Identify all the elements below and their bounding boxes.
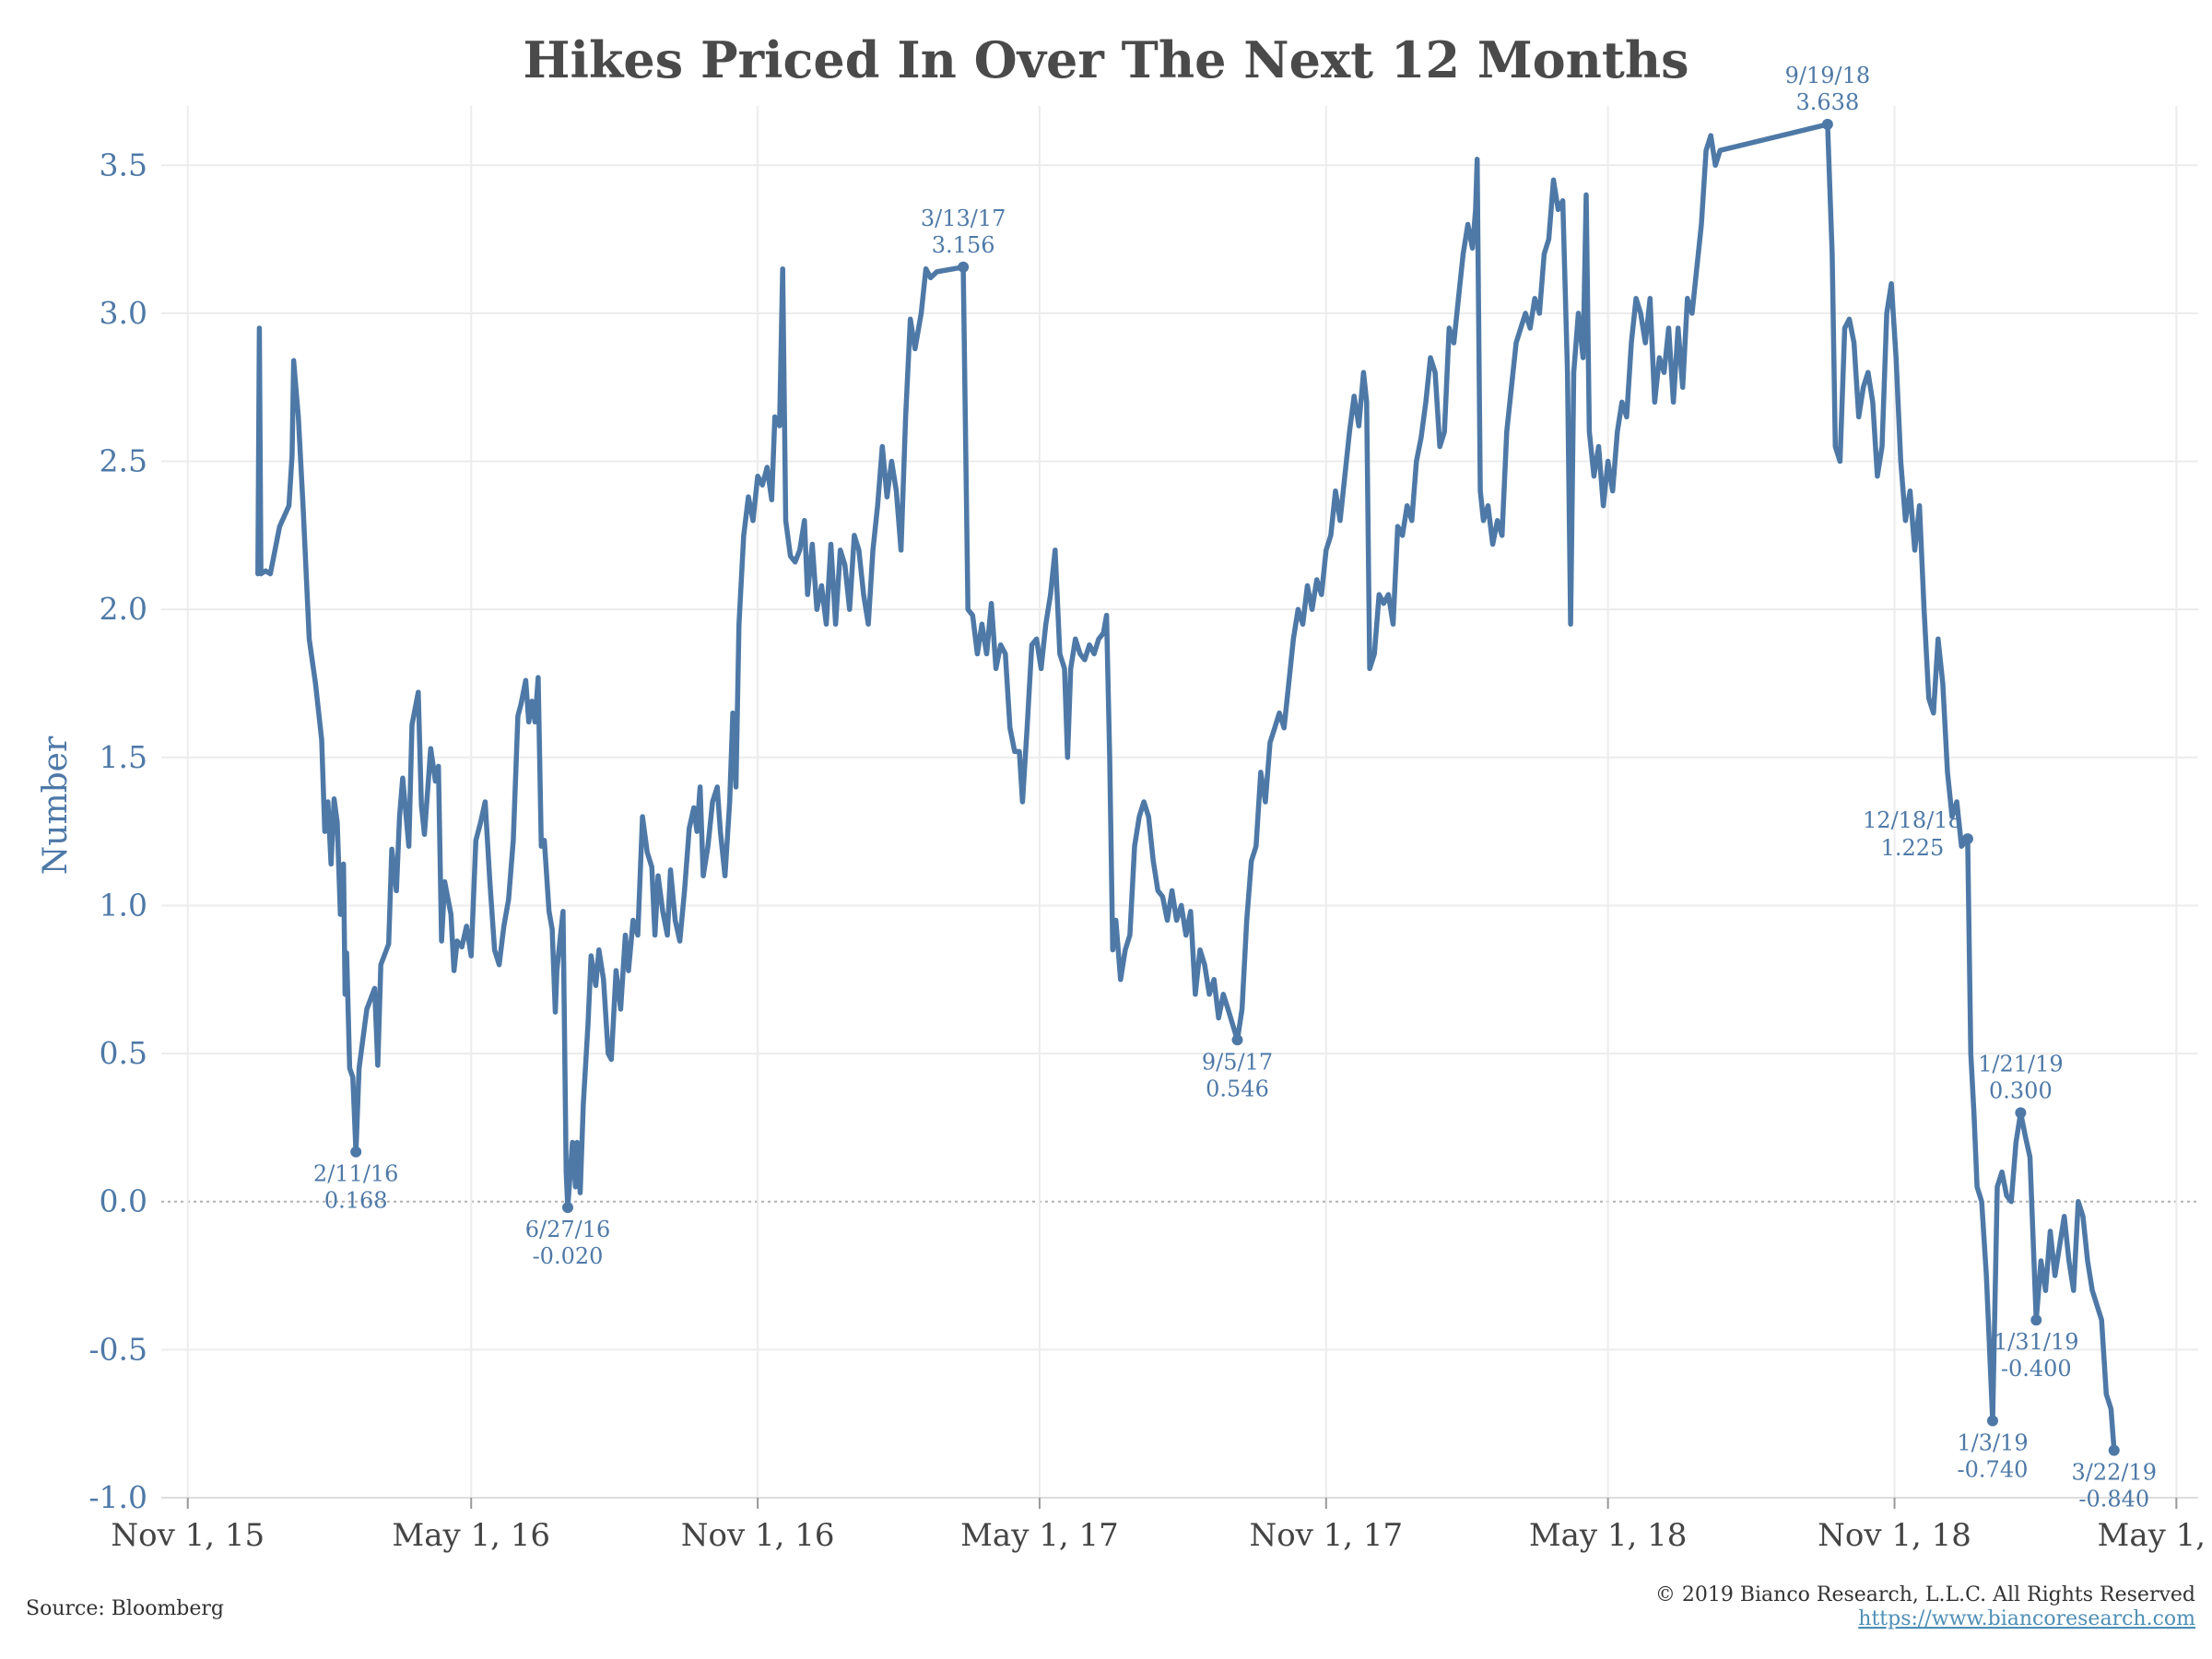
annotation-date: 9/5/17 [1202,1049,1273,1075]
annotation-marker [1821,118,1833,130]
y-tick-label: 2.0 [100,591,147,627]
annotations: 2/11/160.168 6/27/16-0.020 3/13/173.156 9/5… [313,63,2157,1512]
x-tick-label: Nov 1, 16 [681,1517,835,1554]
annotation-marker [350,1146,362,1158]
annotation-value: -0.840 [2078,1487,2149,1512]
annotation-marker [2015,1107,2027,1119]
annotation: 1/31/19-0.400 [1994,1314,2079,1382]
y-tick-label: 0.5 [100,1035,147,1071]
x-tick-label: Nov 1, 18 [1818,1517,1971,1554]
x-tick-label: Nov 1, 15 [111,1517,265,1554]
annotation-date: 1/21/19 [1978,1051,2064,1077]
annotation: 3/22/19-0.840 [2071,1444,2157,1512]
annotation-value: 3.156 [932,232,995,258]
annotation-marker [561,1202,573,1214]
annotation-value: 0.300 [1989,1077,2053,1103]
y-tick-label: -1.0 [88,1479,147,1515]
x-tick-label: Nov 1, 17 [1249,1517,1403,1554]
annotation-marker [2108,1444,2120,1456]
annotation-value: 0.546 [1206,1076,1269,1101]
copyright-note: © 2019 Bianco Research, L.L.C. All Right… [1655,1583,2195,1606]
x-tick-label: May 1, 18 [1529,1517,1688,1554]
annotation-date: 3/22/19 [2071,1460,2157,1486]
annotation-date: 9/19/18 [1785,63,1871,88]
source-note: Source: Bloomberg [26,1597,224,1620]
annotation-date: 12/18/18 [1863,807,1962,833]
annotation-date: 1/3/19 [1957,1430,2028,1455]
website-link[interactable]: https://www.biancoresearch.com [1858,1607,2195,1630]
gridlines [161,106,2198,1499]
annotation: 9/5/170.546 [1202,1034,1273,1101]
series-line [255,122,2117,1453]
annotation-value: 1.225 [1881,835,1945,861]
annotation-date: 2/11/16 [313,1161,399,1187]
y-tick-label: 3.0 [100,295,147,331]
y-tick-label: -0.5 [88,1331,147,1367]
y-tick-label: 0.0 [100,1183,147,1219]
annotation-date: 6/27/16 [525,1217,611,1242]
annotation: 2/11/160.168 [313,1146,399,1214]
x-axis-ticks: Nov 1, 15 May 1, 16 Nov 1, 16 May 1, 17 Nov … [111,1497,2212,1554]
annotation-value: -0.740 [1958,1456,2029,1482]
y-tick-label: 1.5 [100,739,147,775]
x-tick-label: May 1, 19 [2098,1517,2212,1554]
annotation-date: 3/13/17 [921,206,1006,231]
annotation-date: 1/31/19 [1994,1329,2079,1355]
annotation-marker [1231,1034,1243,1046]
annotation: 6/27/16-0.020 [525,1202,611,1269]
y-tick-label: 1.0 [100,887,147,923]
chart-title: Hikes Priced In Over The Next 12 Months [523,30,1688,89]
annotation-value: 0.168 [324,1188,388,1214]
annotation: 9/19/183.638 [1785,63,1871,130]
annotation: 12/18/181.225 [1863,807,1973,861]
annotation: 3/13/173.156 [921,206,1006,273]
y-tick-label: 2.5 [100,443,147,479]
annotation-value: 3.638 [1796,89,1860,115]
y-axis-label: Number [37,735,75,875]
annotation-marker [1986,1415,1998,1427]
x-tick-label: May 1, 17 [960,1517,1119,1554]
annotation-marker [2030,1314,2042,1326]
annotation-value: -0.400 [2001,1356,2072,1382]
annotation-marker [1961,833,1973,845]
y-axis-ticks: -1.0 -0.5 0.0 0.5 1.0 1.5 2.0 2.5 3.0 3.5 [88,147,147,1515]
y-tick-label: 3.5 [100,147,147,182]
series-layer [255,122,2117,1453]
annotation: 1/21/190.300 [1978,1051,2064,1119]
annotation: 1/3/19-0.740 [1957,1415,2029,1482]
annotation-value: -0.020 [533,1243,604,1269]
annotation-marker [958,261,970,273]
x-tick-label: May 1, 16 [392,1517,550,1554]
